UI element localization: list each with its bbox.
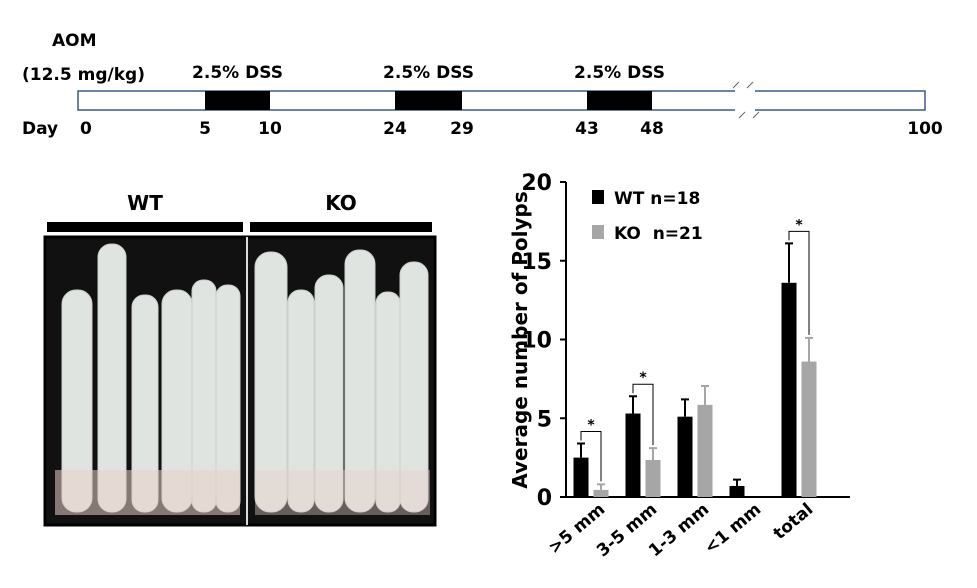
bar [677, 416, 693, 497]
error-bar [785, 242, 793, 283]
y-tick-label: 0 [537, 486, 552, 511]
error-bar [733, 478, 741, 486]
day-tick-label: 100 [907, 119, 943, 139]
y-tick-label: 15 [521, 250, 552, 275]
treatment-label: 2.5% DSS [192, 63, 283, 83]
bar [593, 489, 609, 497]
significance-label: * [587, 417, 595, 433]
significance-bracket [788, 230, 810, 335]
dss-period [587, 91, 652, 110]
day-tick-label: 0 [80, 119, 92, 139]
bar [801, 361, 817, 497]
colons [61, 243, 429, 513]
error-bar [649, 447, 657, 460]
error-bar [681, 398, 689, 417]
group-label: KO [325, 191, 357, 215]
dss-period [395, 91, 462, 110]
significance-label: * [639, 370, 647, 386]
bar [625, 413, 641, 497]
legend-swatch [592, 225, 604, 239]
y-tick-label: 20 [521, 171, 552, 196]
y-axis-label: Average number of Polyps [508, 191, 532, 489]
photo [43, 222, 437, 527]
dose-label: (12.5 mg/kg) [22, 65, 145, 85]
bar [697, 404, 713, 497]
significance-bracket [580, 430, 602, 482]
polyps [255, 470, 430, 515]
group-label: WT [127, 191, 163, 215]
error-bar [629, 395, 637, 414]
timeline-break [735, 86, 755, 116]
day-tick-label: 10 [258, 119, 282, 139]
dss-period [205, 91, 270, 110]
error-bar [597, 483, 605, 490]
y-tick-label: 5 [537, 407, 552, 432]
legend-swatch [592, 190, 604, 204]
day-label: Day [22, 119, 58, 139]
x-tick-label: total [770, 500, 818, 544]
group-bar [250, 222, 432, 232]
x-tick-label: <1 mm [701, 500, 766, 559]
break-marks [732, 81, 760, 119]
error-bar [805, 336, 813, 362]
day-tick-label: 48 [640, 119, 664, 139]
bar [573, 457, 589, 497]
polyps [55, 470, 240, 515]
treatment-label: 2.5% DSS [574, 63, 665, 83]
y-tick-label: 10 [521, 329, 552, 354]
significance-label: * [795, 217, 803, 233]
error-bar [701, 384, 709, 405]
legend-label: KO n=21 [614, 224, 703, 244]
error-bar [577, 442, 585, 458]
significance-bracket [632, 383, 654, 446]
day-tick-label: 29 [450, 119, 474, 139]
group-bar [47, 222, 243, 232]
day-tick-label: 43 [575, 119, 599, 139]
bar [729, 485, 745, 497]
day-tick-label: 24 [383, 119, 407, 139]
day-tick-label: 5 [199, 119, 211, 139]
treatment-label: 2.5% DSS [383, 63, 474, 83]
bar [645, 459, 661, 497]
timeline-bar [77, 90, 926, 111]
legend-label: WT n=18 [614, 189, 700, 209]
agent-label: AOM [52, 31, 97, 51]
bar [781, 282, 797, 497]
